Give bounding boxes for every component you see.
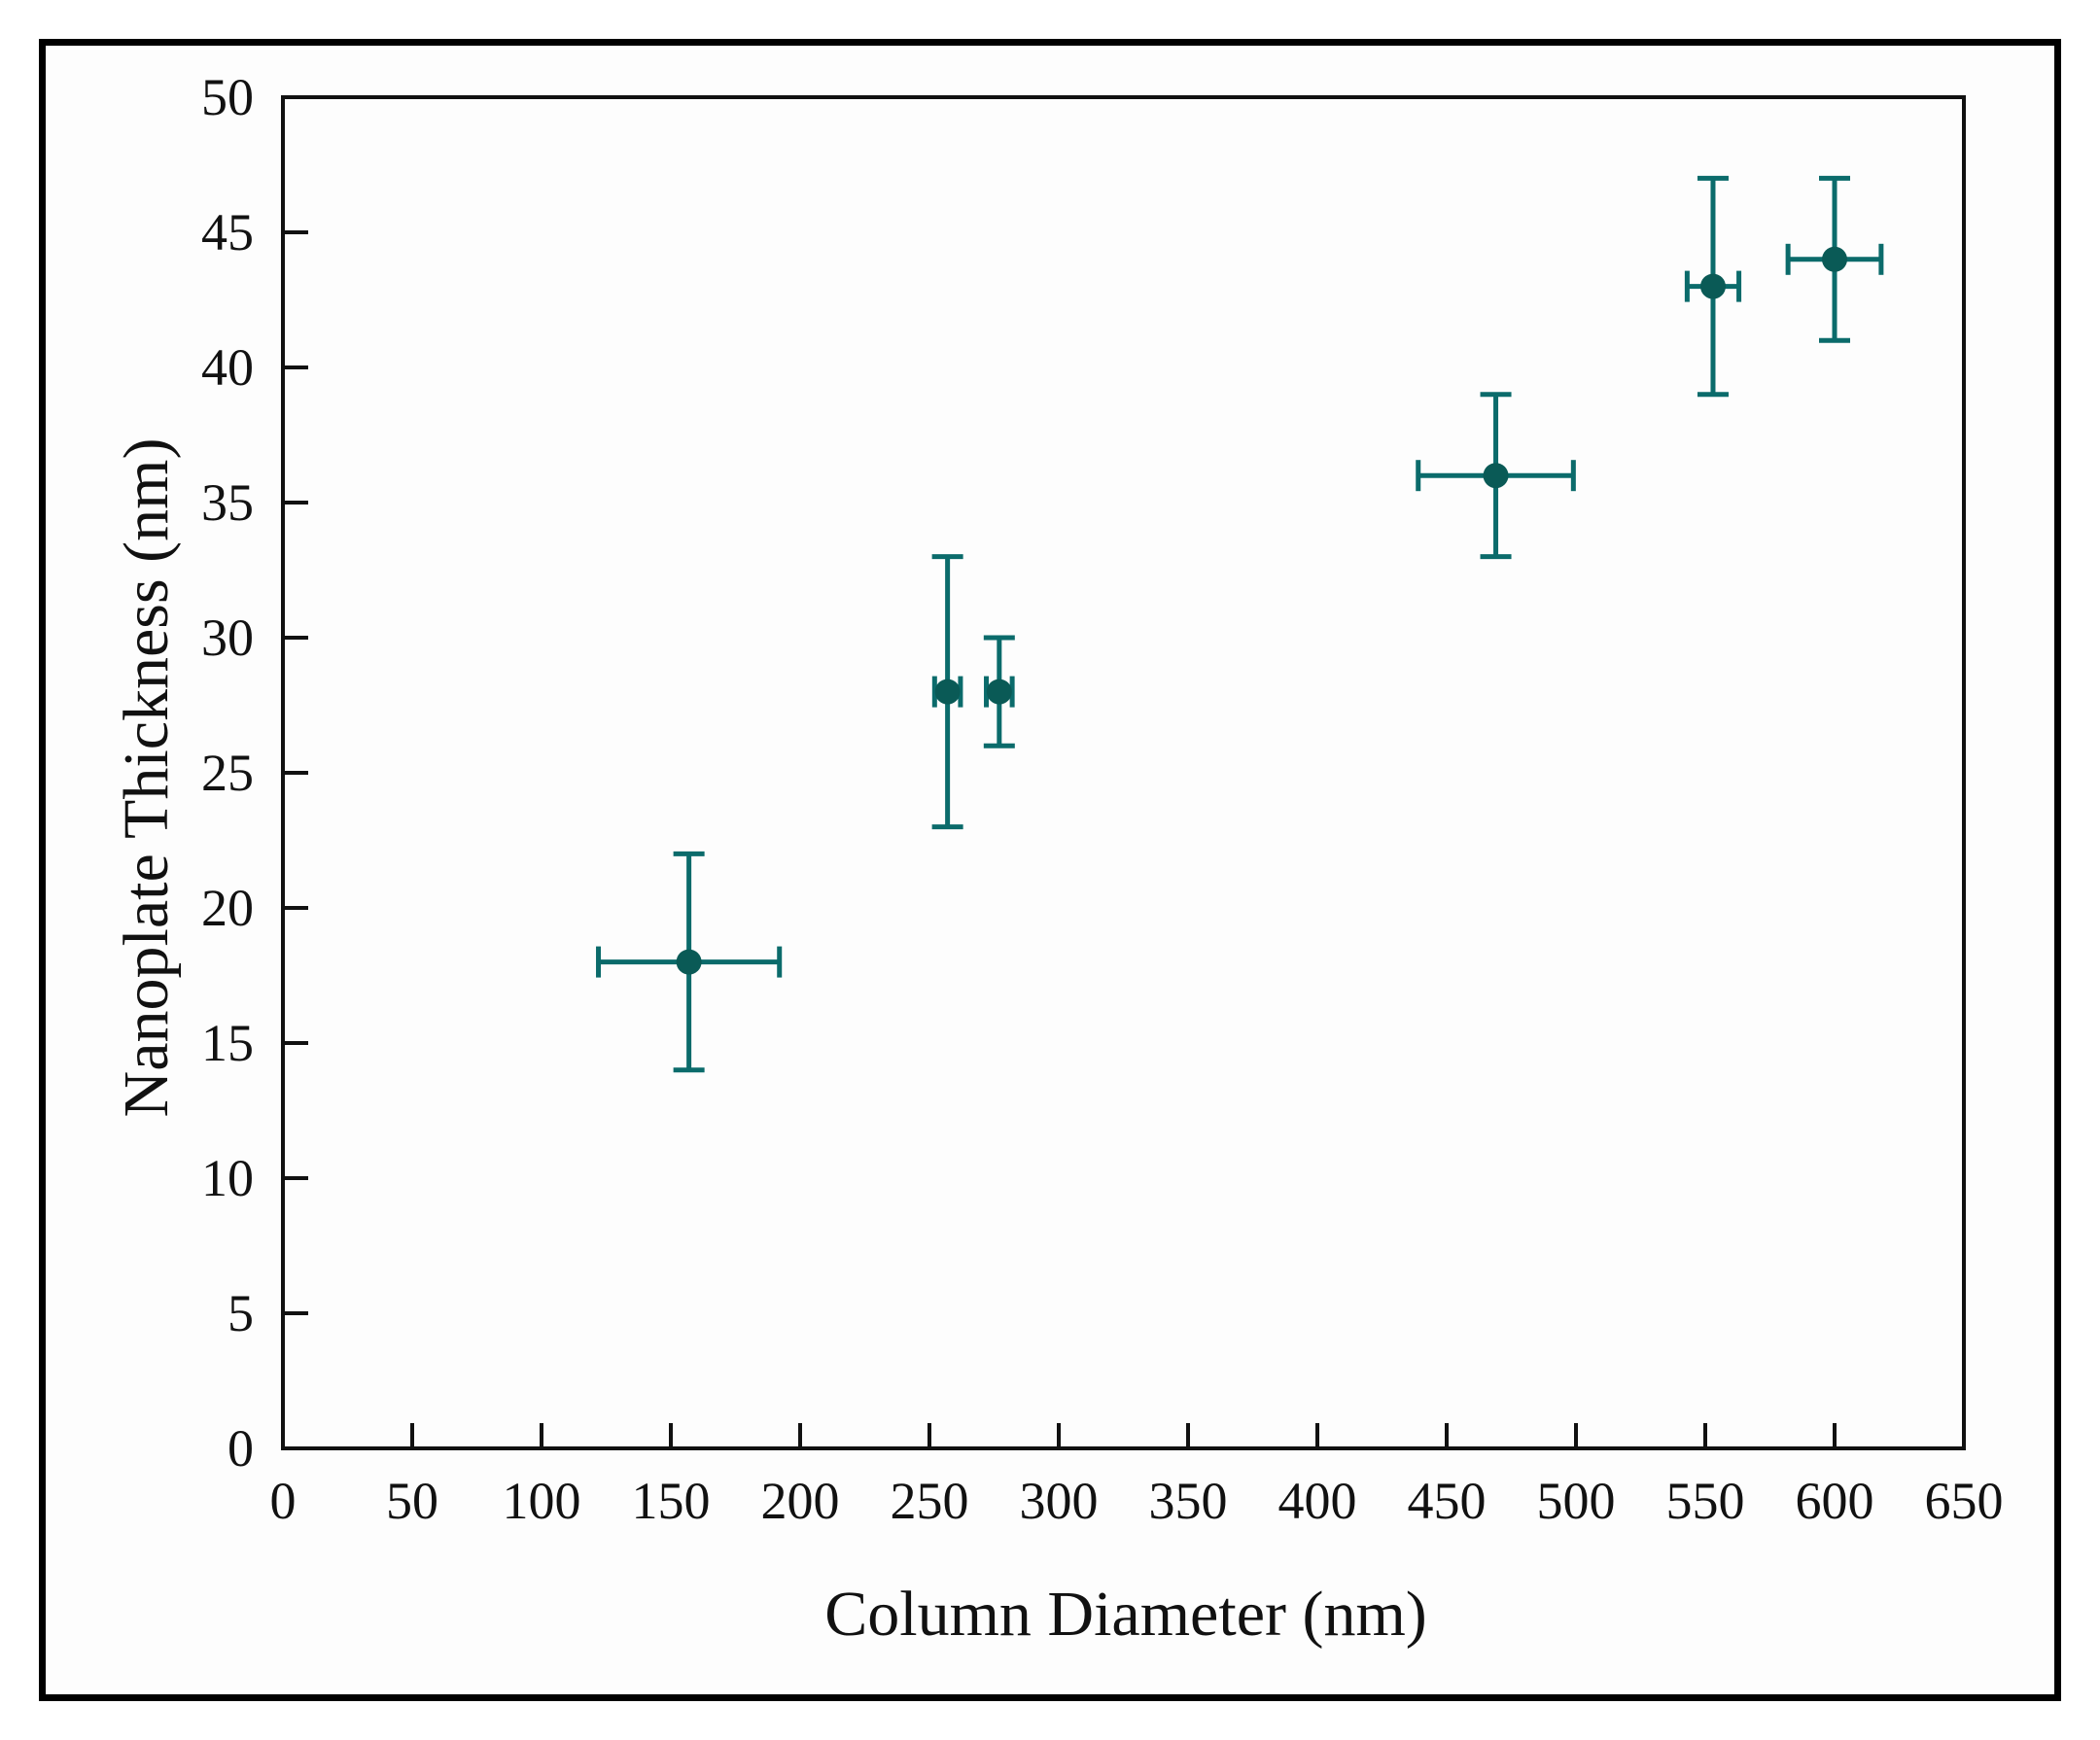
- data-point: [1483, 463, 1509, 489]
- x-tick-label: 50: [386, 1472, 438, 1530]
- data-point-group: [596, 851, 783, 1073]
- x-tick-label: 400: [1278, 1472, 1357, 1530]
- y-tick-label: 50: [201, 68, 254, 126]
- data-marks: [596, 175, 1884, 1073]
- data-point-group: [931, 554, 963, 830]
- x-tick-label: 150: [632, 1472, 711, 1530]
- y-tick-label: 45: [201, 203, 254, 261]
- x-tick-label: 650: [1925, 1472, 2004, 1530]
- data-point: [934, 679, 961, 705]
- x-tick-label: 250: [891, 1472, 969, 1530]
- y-tick-label: 40: [201, 338, 254, 397]
- y-tick-label: 15: [201, 1014, 254, 1072]
- y-tick-label: 20: [201, 879, 254, 937]
- x-tick-label: 350: [1149, 1472, 1228, 1530]
- x-tick-label: 500: [1537, 1472, 1616, 1530]
- chart-frame: [39, 39, 2061, 1701]
- y-tick-label: 25: [201, 744, 254, 802]
- data-point: [676, 949, 702, 975]
- x-axis-title: Column Diameter (nm): [824, 1579, 1427, 1650]
- x-tick-label: 0: [270, 1472, 297, 1530]
- x-tick-label: 300: [1020, 1472, 1099, 1530]
- data-point: [1822, 246, 1847, 272]
- y-axis-title: Nanoplate Thickness (nm): [111, 438, 182, 1118]
- x-tick-label: 100: [503, 1472, 581, 1530]
- data-point-group: [1416, 392, 1576, 560]
- data-point-group: [1684, 175, 1742, 398]
- x-tick-label: 200: [761, 1472, 840, 1530]
- data-point: [1699, 273, 1726, 299]
- axis-ticks: 0 50 100 150 200 250 300 350 400 450 500 550 600 6500…: [201, 68, 2004, 1530]
- data-point-group: [1785, 175, 1884, 343]
- y-tick-label: 10: [201, 1149, 254, 1207]
- y-tick-label: 35: [201, 473, 254, 532]
- x-tick-label: 600: [1796, 1472, 1874, 1530]
- x-tick-label: 450: [1408, 1472, 1487, 1530]
- y-tick-label: 5: [228, 1284, 254, 1342]
- data-point: [986, 679, 1012, 705]
- y-tick-label: 30: [201, 609, 254, 667]
- data-point-group: [983, 635, 1015, 748]
- y-tick-label: 0: [228, 1419, 254, 1478]
- x-tick-label: 550: [1666, 1472, 1745, 1530]
